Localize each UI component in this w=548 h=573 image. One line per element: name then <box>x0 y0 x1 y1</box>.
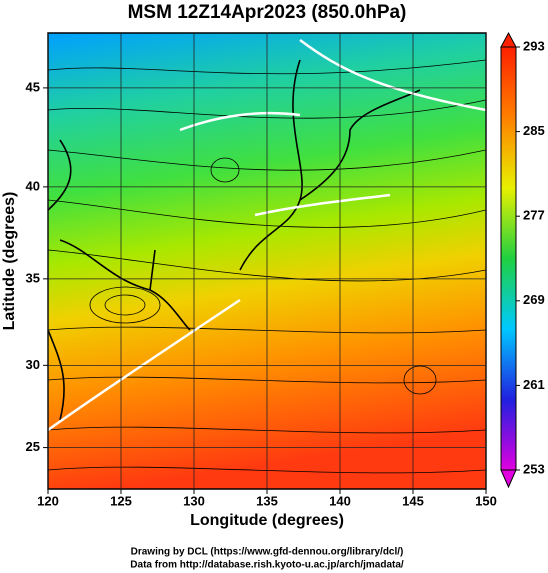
y-tick-label: 30 <box>26 357 40 372</box>
x-tick-label: 140 <box>329 493 351 508</box>
colorbar <box>500 46 517 471</box>
x-tick-label: 145 <box>402 493 424 508</box>
coastline <box>48 59 421 421</box>
y-tick-label: 40 <box>26 178 40 193</box>
x-tick-label: 120 <box>37 493 59 508</box>
colorbar-tick-label: 277 <box>523 208 545 223</box>
colorbar-tick-label: 261 <box>523 377 545 392</box>
title: MSM 12Z14Apr2023 (850.0hPa) <box>128 2 407 23</box>
y-tick-label: 35 <box>26 270 40 285</box>
colorbar-extend-top <box>500 31 517 48</box>
y-tick-label: 45 <box>26 79 40 94</box>
x-tick-label: 125 <box>110 493 132 508</box>
colorbar-tick-label: 293 <box>523 38 545 53</box>
colorbar-extend-bottom <box>500 469 517 489</box>
colorbar-tick-label: 269 <box>523 292 545 307</box>
y-axis-label: Latitude (degrees) <box>1 192 18 331</box>
credit: Data from http://database.rish.kyoto-u.a… <box>130 560 404 571</box>
y-tick-label: 25 <box>26 439 40 454</box>
x-tick-label: 135 <box>256 493 278 508</box>
contours <box>48 38 486 432</box>
colorbar-tick-label: 285 <box>523 123 545 138</box>
colorbar-tick-label: 253 <box>523 461 545 476</box>
x-tick-label: 150 <box>475 493 497 508</box>
x-tick-label: 130 <box>183 493 205 508</box>
credit: Drawing by DCL (https://www.gfd-dennou.o… <box>131 547 404 558</box>
x-axis-label: Longitude (degrees) <box>190 512 344 529</box>
